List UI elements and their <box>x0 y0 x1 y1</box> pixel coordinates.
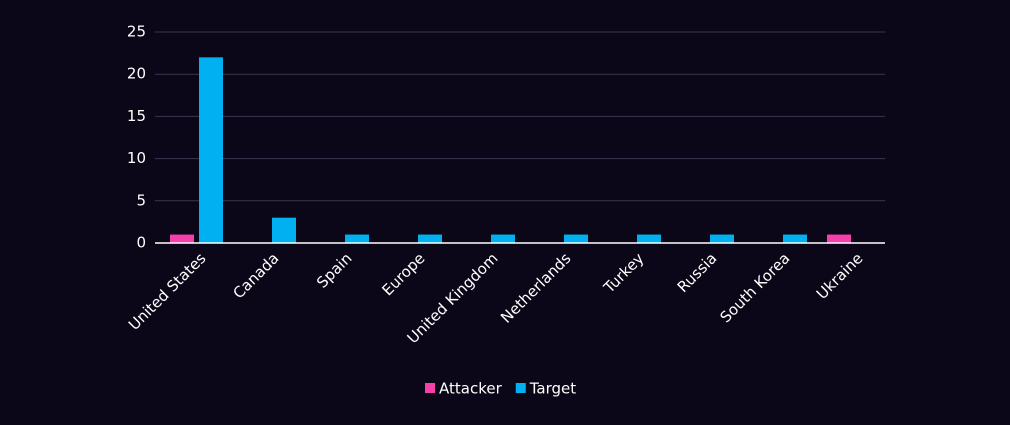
x-tick-label: Russia <box>674 249 721 296</box>
y-tick-label: 0 <box>136 234 146 252</box>
bar <box>418 234 442 243</box>
legend-swatch <box>515 383 526 393</box>
bar <box>170 234 194 243</box>
bar <box>637 234 661 243</box>
y-tick-label: 15 <box>127 107 146 125</box>
x-tick-label: Spain <box>313 249 355 291</box>
x-tick-label: Europe <box>378 249 428 299</box>
x-tick-label: Ukraine <box>813 249 867 303</box>
bar <box>783 234 807 243</box>
x-tick-label: Netherlands <box>497 249 575 327</box>
bar <box>827 234 851 243</box>
bar <box>491 234 515 243</box>
legend-label: Attacker <box>439 380 503 398</box>
y-tick-label: 25 <box>127 23 146 41</box>
x-tick-label: South Korea <box>717 249 794 326</box>
legend-swatch <box>425 383 435 393</box>
x-tick-label: United States <box>125 249 210 334</box>
bar <box>199 57 223 243</box>
legend-label: Target <box>529 380 577 398</box>
bar <box>272 217 296 243</box>
y-tick-label: 10 <box>127 149 146 167</box>
x-tick-label: Canada <box>229 249 282 302</box>
bar <box>710 234 734 243</box>
y-tick-label: 5 <box>136 191 146 209</box>
y-tick-label: 20 <box>127 65 146 83</box>
bar <box>564 234 588 243</box>
bar <box>345 234 369 243</box>
x-tick-label: Turkey <box>600 249 648 297</box>
